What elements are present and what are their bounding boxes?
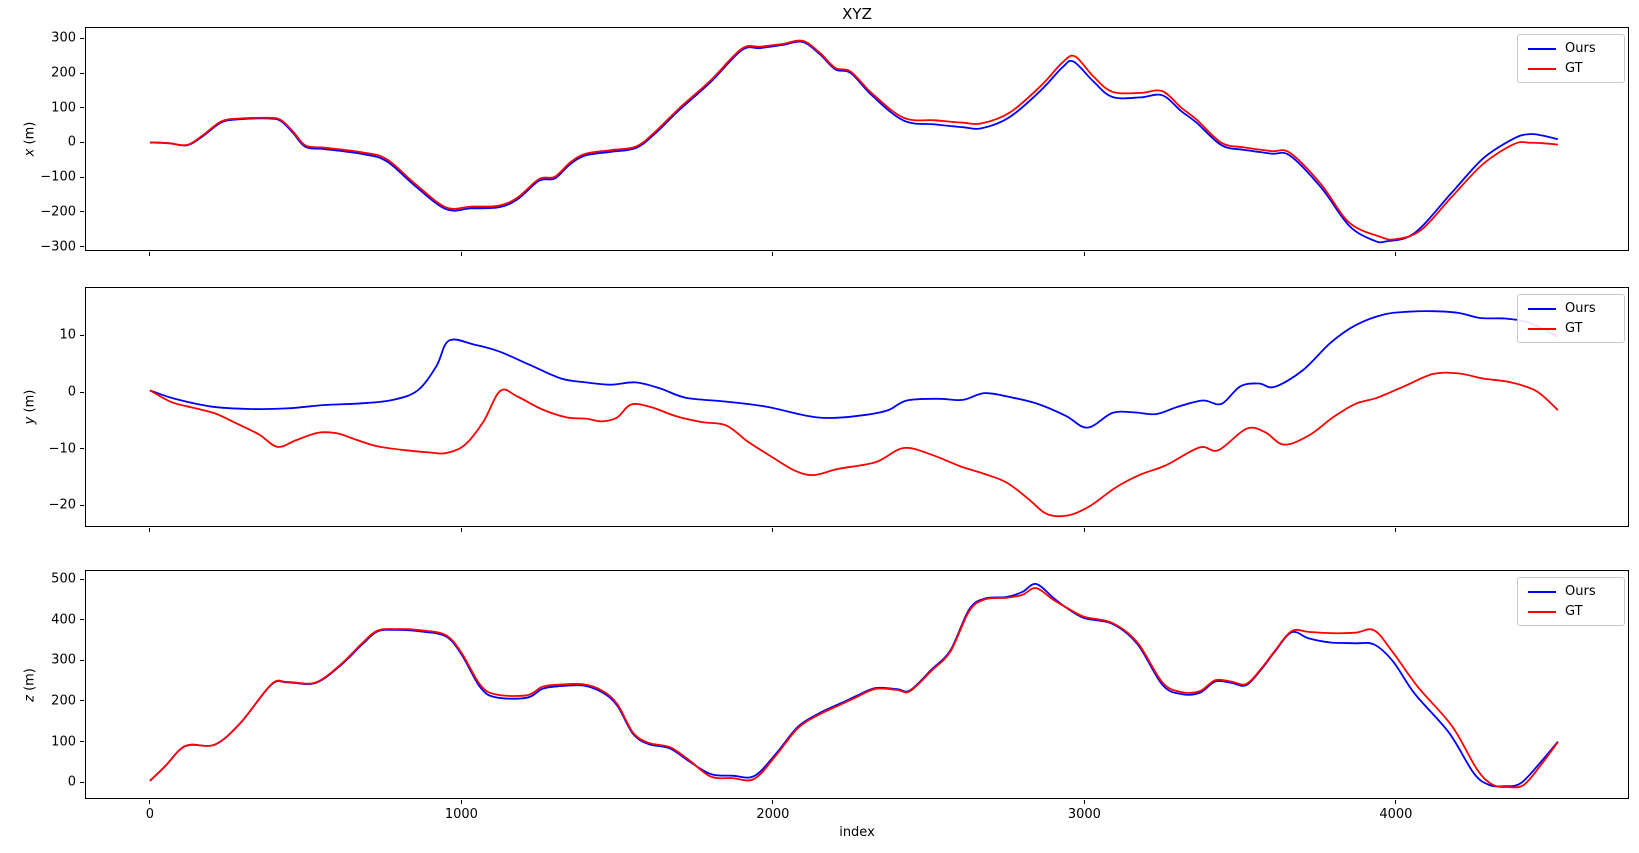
y-tick-mark [80,72,84,74]
y-tick-mark [80,781,84,783]
x-tick-mark [1083,252,1085,256]
y-tick-label: 10 [59,327,76,343]
x-tick-label: 3000 [1067,807,1101,822]
legend-y: Ours GT [1517,294,1625,343]
y-tick-label: 0 [67,134,76,150]
y-tick-label: 100 [51,734,76,750]
y-tick-mark [80,700,84,702]
x-tick-mark [1395,528,1397,532]
y-tick-label: −200 [40,204,76,220]
y-axis-label-y: y (m) [22,389,38,425]
y-tick-label: 300 [51,30,76,46]
legend-x: Ours GT [1517,34,1625,83]
plot-area-x [149,39,1559,244]
x-tick-mark [149,800,151,804]
series-line-gt-x [149,39,1559,241]
x-tick-mark [460,800,462,804]
legend-label: GT [1565,61,1583,76]
x-tick-mark [1083,800,1085,804]
x-tick-mark [772,800,774,804]
legend-label: Ours [1565,301,1596,316]
y-tick-mark [80,619,84,621]
y-axis-label-x: x (m) [22,121,38,157]
y-tick-mark [80,246,84,248]
y-tick-mark [80,448,84,450]
x-tick-mark [460,252,462,256]
legend-line-sample [1528,307,1556,310]
plot-area-y [149,310,1559,518]
y-tick-mark [80,37,84,39]
legend-line-sample [1528,610,1556,613]
y-tick-label: 100 [51,100,76,116]
series-line-ours-y [149,310,1559,429]
plot-area-z [149,583,1559,789]
x-tick-label: 0 [145,807,154,822]
y-tick-label: −20 [48,497,76,513]
legend-entry: Ours [1528,301,1614,316]
legend-entry: GT [1528,604,1614,619]
y-tick-mark [80,504,84,506]
legend-line-sample [1528,47,1556,50]
legend-line-sample [1528,327,1556,330]
legend-entry: GT [1528,321,1614,336]
x-tick-mark [772,528,774,532]
x-tick-mark [1395,252,1397,256]
series-line-ours-z [149,583,1559,788]
y-tick-label: −100 [40,169,76,185]
axes-panel-z [85,570,1629,799]
y-tick-mark [80,141,84,143]
chart-title: XYZ [842,5,872,23]
y-tick-mark [80,107,84,109]
y-tick-mark [80,176,84,178]
series-line-gt-z [149,587,1559,789]
legend-entry: Ours [1528,584,1614,599]
legend-label: GT [1565,604,1583,619]
legend-label: GT [1565,321,1583,336]
axes-panel-y [85,287,1629,527]
y-tick-label: −300 [40,239,76,255]
x-tick-label: 1000 [444,807,478,822]
series-line-gt-y [149,371,1559,518]
y-tick-mark [80,391,84,393]
y-tick-label: 0 [67,774,76,790]
x-tick-mark [1395,800,1397,804]
y-tick-label: 300 [51,652,76,668]
x-tick-mark [460,528,462,532]
legend-line-sample [1528,67,1556,70]
axes-panel-x [85,27,1629,251]
x-tick-mark [149,528,151,532]
series-line-ours-x [149,40,1559,244]
legend-label: Ours [1565,584,1596,599]
legend-entry: GT [1528,61,1614,76]
x-tick-mark [149,252,151,256]
y-tick-label: 400 [51,612,76,628]
y-tick-label: 0 [67,384,76,400]
x-tick-mark [1083,528,1085,532]
y-tick-mark [80,578,84,580]
y-axis-label-z: z (m) [22,667,38,702]
y-tick-mark [80,211,84,213]
y-tick-mark [80,334,84,336]
y-tick-mark [80,659,84,661]
legend-entry: Ours [1528,41,1614,56]
legend-label: Ours [1565,41,1596,56]
y-tick-label: 200 [51,65,76,81]
y-tick-label: −10 [48,441,76,457]
x-tick-label: 2000 [756,807,790,822]
y-tick-mark [80,741,84,743]
legend-z: Ours GT [1517,577,1625,626]
x-tick-mark [772,252,774,256]
x-axis-label: index [839,825,875,840]
y-tick-label: 500 [51,571,76,587]
legend-line-sample [1528,590,1556,593]
y-tick-label: 200 [51,693,76,709]
x-tick-label: 4000 [1379,807,1413,822]
